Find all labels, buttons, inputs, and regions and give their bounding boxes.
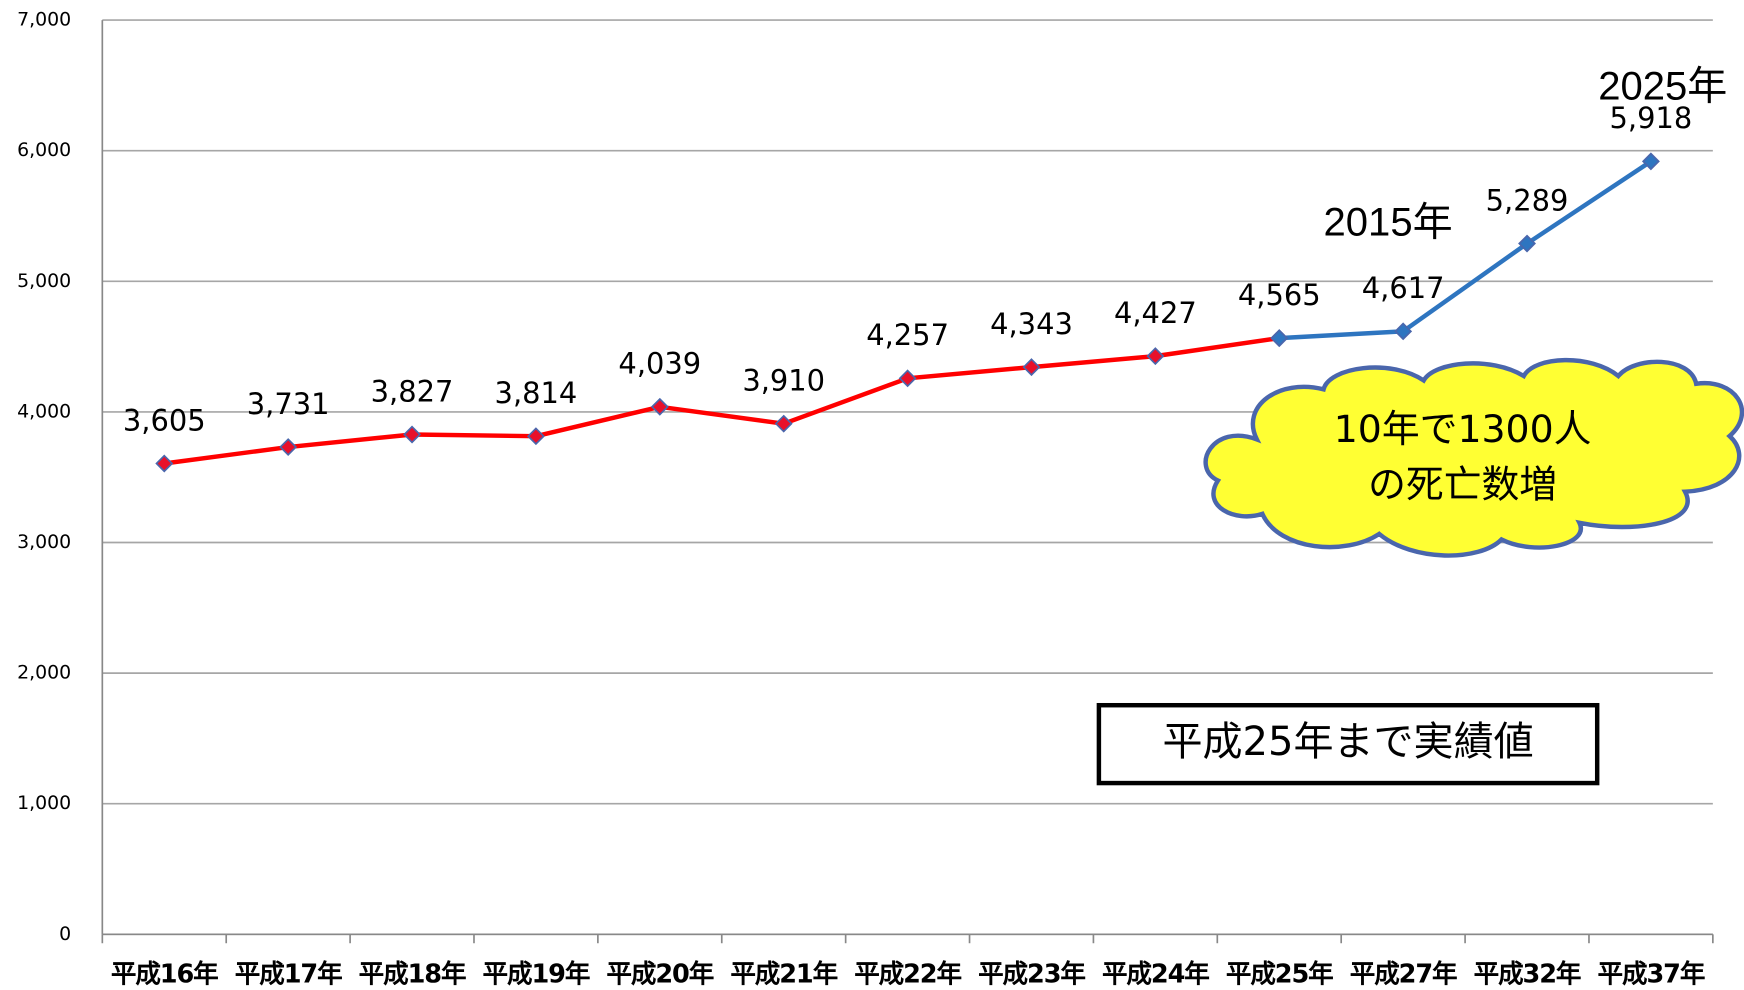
marker	[776, 416, 792, 432]
marker	[156, 456, 172, 472]
x-tick-label: 平成24年	[1102, 958, 1209, 989]
x-tick-label: 平成16年	[111, 958, 218, 989]
data-label: 5,289	[1486, 183, 1569, 217]
marker	[1024, 359, 1040, 375]
marker	[1271, 330, 1287, 346]
marker	[404, 427, 420, 443]
data-label: 4,565	[1238, 278, 1321, 312]
cloud-text: の死亡数増	[1368, 463, 1557, 507]
y-tick-label: 0	[59, 923, 71, 945]
x-tick-label: 平成18年	[359, 958, 466, 989]
x-tick-label: 平成21年	[730, 958, 837, 989]
series-line	[164, 338, 1279, 463]
marker	[1148, 348, 1164, 364]
x-tick-label: 平成20年	[606, 958, 713, 989]
x-tick-label: 平成37年	[1598, 958, 1705, 989]
x-tick-label: 平成19年	[483, 958, 590, 989]
data-label: 4,427	[1114, 296, 1197, 330]
cloud-shape	[1206, 360, 1742, 555]
data-label: 4,257	[866, 318, 949, 352]
x-tick-label: 平成27年	[1350, 958, 1457, 989]
x-tick-label: 平成17年	[235, 958, 342, 989]
y-tick-label: 4,000	[17, 400, 71, 422]
x-tick-label: 平成32年	[1474, 958, 1581, 989]
y-tick-label: 3,000	[17, 531, 71, 553]
y-tick-label: 5,000	[17, 270, 71, 292]
y-tick-label: 2,000	[17, 662, 71, 684]
series-line	[1279, 161, 1651, 338]
data-label: 3,814	[495, 376, 578, 410]
marker	[280, 439, 296, 455]
y-tick-label: 1,000	[17, 792, 71, 814]
cloud-text: 10年で1300人	[1334, 407, 1592, 451]
marker	[900, 371, 916, 387]
y-tick-label: 7,000	[17, 9, 71, 31]
data-label: 3,605	[123, 403, 206, 437]
annotation: 2015年	[1324, 200, 1453, 244]
chart: 0 1,000 2,000 3,000 4,000 5,000 6,000 7,000 平成16…	[0, 0, 1744, 990]
data-label: 3,731	[247, 387, 330, 421]
cloud: 10年で1300人 の死亡数増	[1206, 360, 1742, 555]
x-tick-label: 平成25年	[1226, 958, 1333, 989]
data-label: 3,910	[742, 364, 825, 398]
annotation: 2025年	[1598, 65, 1727, 109]
x-tick-label: 平成22年	[854, 958, 961, 989]
x-tick-label: 平成23年	[978, 958, 1085, 989]
note-text: 平成25年まで実績値	[1162, 719, 1533, 765]
data-label: 4,343	[990, 307, 1073, 341]
marker	[528, 428, 544, 444]
y-tick-label: 6,000	[17, 139, 71, 161]
data-label: 4,617	[1362, 271, 1445, 305]
data-label: 4,039	[618, 347, 701, 381]
data-label: 3,827	[371, 374, 454, 408]
